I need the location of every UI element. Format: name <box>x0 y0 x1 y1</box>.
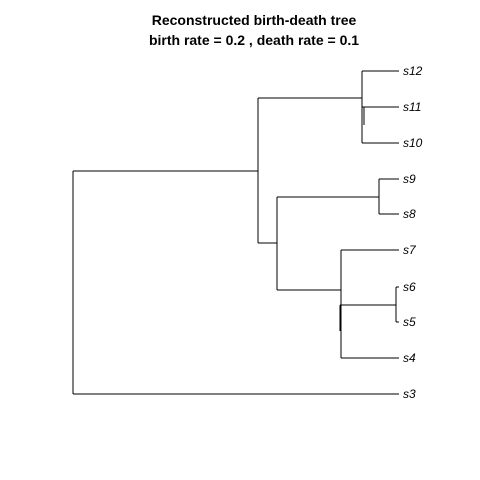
figure-title-line-1: Reconstructed birth-death tree <box>152 12 357 28</box>
tip-label-s7: s7 <box>403 243 417 257</box>
tip-label-s12: s12 <box>403 64 423 78</box>
figure-title-line-2: birth rate = 0.2 , death rate = 0.1 <box>149 32 359 48</box>
tip-label-s11: s11 <box>403 100 421 114</box>
tree-branches <box>72 70 399 395</box>
tip-label-s4: s4 <box>403 351 416 365</box>
tip-labels: s12 s11 s10 s9 s8 s7 s6 s5 s4 s3 <box>403 64 423 401</box>
tip-label-s5: s5 <box>403 315 416 329</box>
tip-label-s8: s8 <box>403 207 416 221</box>
tip-label-s3: s3 <box>403 387 416 401</box>
tip-label-s10: s10 <box>403 136 423 150</box>
tip-label-s6: s6 <box>403 280 416 294</box>
tip-label-s9: s9 <box>403 172 416 186</box>
